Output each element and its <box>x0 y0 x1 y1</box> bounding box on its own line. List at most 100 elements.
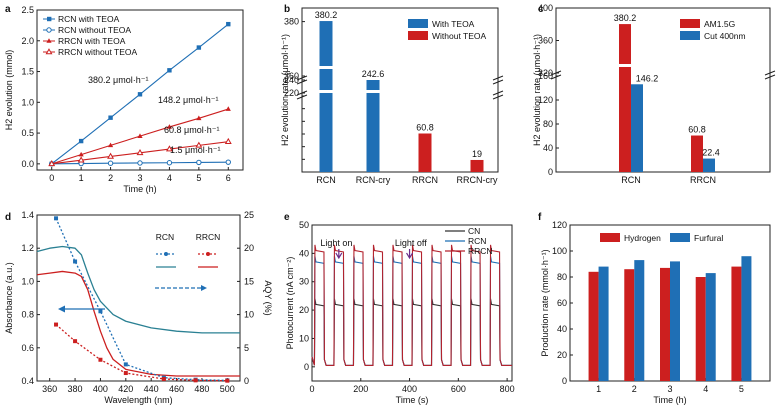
data-point <box>108 115 113 120</box>
y-tick-label: 80 <box>557 272 567 282</box>
bar <box>731 266 742 381</box>
panel-d-frame <box>36 214 241 382</box>
legend-swatch <box>600 233 620 242</box>
bar-value-label: 60.8 <box>416 122 434 132</box>
x-tick-label: 400 <box>402 384 417 394</box>
aqy-point <box>54 216 59 221</box>
x-tick-label: 380 <box>68 384 83 394</box>
aqy-point <box>73 259 78 264</box>
y-tick-label: 40 <box>557 324 567 334</box>
x-tick-label: 3 <box>667 384 672 394</box>
legend-swatch <box>408 31 428 40</box>
y-tick-label: 1.2 <box>21 243 34 253</box>
x-tick-label: 5 <box>739 384 744 394</box>
legend-label: RCN without TEOA <box>58 25 131 35</box>
y-tick-label: 20 <box>299 305 309 315</box>
y-tick-label: 1.5 <box>21 67 34 77</box>
y-tick-label: 10 <box>299 333 309 343</box>
x-tick-label: RRCN <box>412 175 438 185</box>
data-point <box>226 21 231 27</box>
y-tick-label: 360 <box>284 71 299 81</box>
x-tick-label: 440 <box>144 384 159 394</box>
bar <box>670 261 680 381</box>
x-tick-label: 1 <box>79 173 84 183</box>
y-tick-label: 80 <box>543 119 553 129</box>
data-point <box>78 138 84 144</box>
legend-label: RRCN without TEOA <box>58 47 138 57</box>
data-point <box>166 160 173 166</box>
y-tick-label: 1.0 <box>21 276 34 286</box>
bar-break-gap <box>618 64 632 67</box>
panel-label-a: a <box>5 4 11 15</box>
bar-value-label: 19 <box>472 149 482 159</box>
y2-tick-label: 25 <box>244 210 254 220</box>
data-point <box>136 148 144 156</box>
bar <box>705 273 716 381</box>
bar <box>619 24 631 173</box>
x-tick-label: 1 <box>596 384 601 394</box>
data-point <box>196 159 202 166</box>
data-point <box>196 45 202 50</box>
y2-tick-label: 0 <box>244 376 249 386</box>
x-tick-label: 500 <box>220 384 235 394</box>
legend-label: AM1.5G <box>704 19 735 29</box>
data-point <box>137 160 143 166</box>
x-tick-label: 4 <box>703 384 708 394</box>
x-tick-label: 200 <box>353 384 368 394</box>
panel-c-frame <box>555 7 771 173</box>
x-tick-label: 800 <box>500 384 515 394</box>
bar <box>695 277 706 381</box>
rate-annotation: 1.5 μmol·h⁻¹ <box>170 145 220 155</box>
x-tick-label: 0 <box>309 384 314 394</box>
data-point <box>167 68 172 73</box>
panel-label-c: c <box>538 4 544 15</box>
y-tick-label: 1.0 <box>21 97 34 107</box>
arrow-head <box>58 305 65 313</box>
data-point <box>166 124 173 129</box>
y-axis-label: H2 evolution (mmol) <box>4 50 14 131</box>
y-axis-label: Absorbance (a.u.) <box>4 262 14 334</box>
data-point <box>107 142 114 148</box>
y-tick-label: 0.4 <box>21 376 34 386</box>
y-tick-label: 0.8 <box>21 310 34 320</box>
data-point <box>225 106 231 111</box>
bar-break-gap <box>318 90 334 93</box>
y-axis-label: H2 evolution rate (μmol·h⁻¹) <box>532 34 542 146</box>
x-tick-label: 0 <box>49 173 54 183</box>
y-tick-label: 400 <box>538 3 553 13</box>
axis-break <box>296 90 308 100</box>
data-point <box>225 159 231 165</box>
legend-label: Hydrogen <box>624 233 661 243</box>
y-tick-label: 100 <box>552 246 567 256</box>
y-axis-label: Photocurrent (nA cm⁻²) <box>285 257 295 350</box>
data-point <box>196 115 202 121</box>
axis-break <box>550 70 562 80</box>
y-tick-label: 0.0 <box>21 159 34 169</box>
legend-marker <box>45 48 53 55</box>
legend-label-rrcn: RRCN <box>196 232 221 242</box>
annotation-light-on: Light on <box>320 238 352 248</box>
y-axis-label: Production rate (mmol·h⁻¹) <box>540 249 550 356</box>
x-tick-label: RCN <box>621 175 641 185</box>
bar <box>470 159 484 172</box>
y-tick-label: 1.4 <box>21 210 34 220</box>
y-tick-label: 30 <box>299 277 309 287</box>
y2-tick-label: 5 <box>244 343 249 353</box>
x-axis-label: Time (h) <box>123 184 156 194</box>
y-tick-label: 60 <box>557 298 567 308</box>
x-tick-label: 420 <box>118 384 133 394</box>
bar <box>418 133 432 172</box>
x-tick-label: 600 <box>451 384 466 394</box>
axis-break <box>296 75 308 85</box>
y-tick-label: 240 <box>284 75 299 85</box>
y-tick-label: 120 <box>552 220 567 230</box>
y-tick-label: 0 <box>548 167 553 177</box>
axis-break <box>492 75 504 85</box>
bar <box>741 256 752 381</box>
y-tick-label: 380 <box>284 17 299 27</box>
absorbance-line <box>36 270 240 377</box>
data-point <box>78 151 84 157</box>
bar-value-label: 380.2 <box>614 13 637 23</box>
data-point <box>165 145 173 152</box>
